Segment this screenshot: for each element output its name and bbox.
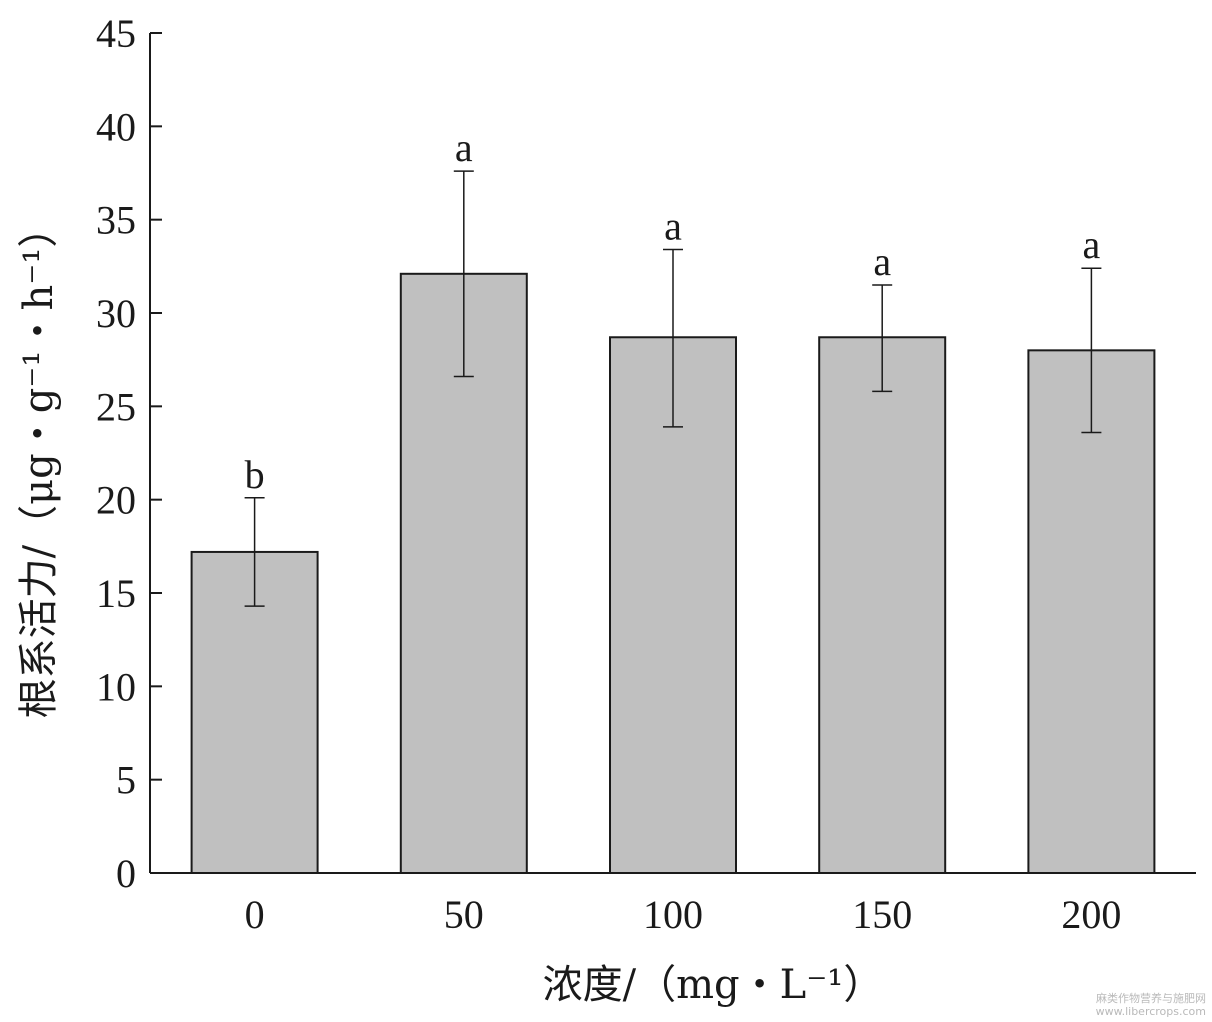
x-axis-ticks: 0 50 100 150 200 xyxy=(245,861,1121,937)
watermark-line-2: www.libercrops.com xyxy=(1095,1005,1206,1018)
significance-labels: b a a a a xyxy=(245,125,1101,497)
bar xyxy=(1027,349,1156,875)
x-tick-label: 150 xyxy=(852,892,912,937)
watermark-line-1: 麻类作物营养与施肥网 xyxy=(1096,992,1206,1005)
y-tick-label: 15 xyxy=(96,571,136,616)
y-tick-label: 35 xyxy=(96,198,136,243)
x-tick-label: 0 xyxy=(245,892,265,937)
y-tick-label: 5 xyxy=(116,758,136,803)
bar xyxy=(399,272,528,874)
significance-label: a xyxy=(664,204,682,249)
bars xyxy=(190,272,1156,875)
bar xyxy=(818,336,947,874)
y-tick-label: 20 xyxy=(96,478,136,523)
significance-label: b xyxy=(245,452,265,497)
y-tick-label: 30 xyxy=(96,291,136,336)
y-tick-label: 45 xyxy=(96,11,136,56)
significance-label: a xyxy=(873,239,891,284)
significance-label: a xyxy=(1083,222,1101,267)
y-axis-ticks: 0 5 10 15 20 25 30 35 40 45 xyxy=(96,11,162,896)
significance-label: a xyxy=(455,125,473,170)
y-tick-label: 40 xyxy=(96,104,136,149)
x-axis-title: 浓度/（mg・L⁻¹） xyxy=(543,962,884,1008)
x-tick-label: 100 xyxy=(643,892,703,937)
y-tick-label: 10 xyxy=(96,664,136,709)
watermark: 麻类作物营养与施肥网 www.libercrops.com xyxy=(1096,992,1206,1018)
x-tick-label: 50 xyxy=(444,892,484,937)
x-tick-label: 200 xyxy=(1061,892,1121,937)
y-tick-label: 0 xyxy=(116,851,136,896)
y-tick-label: 25 xyxy=(96,384,136,429)
error-bars xyxy=(244,170,1102,607)
y-axis-title: 根系活力/（μg・g⁻¹・h⁻¹） xyxy=(16,208,62,719)
